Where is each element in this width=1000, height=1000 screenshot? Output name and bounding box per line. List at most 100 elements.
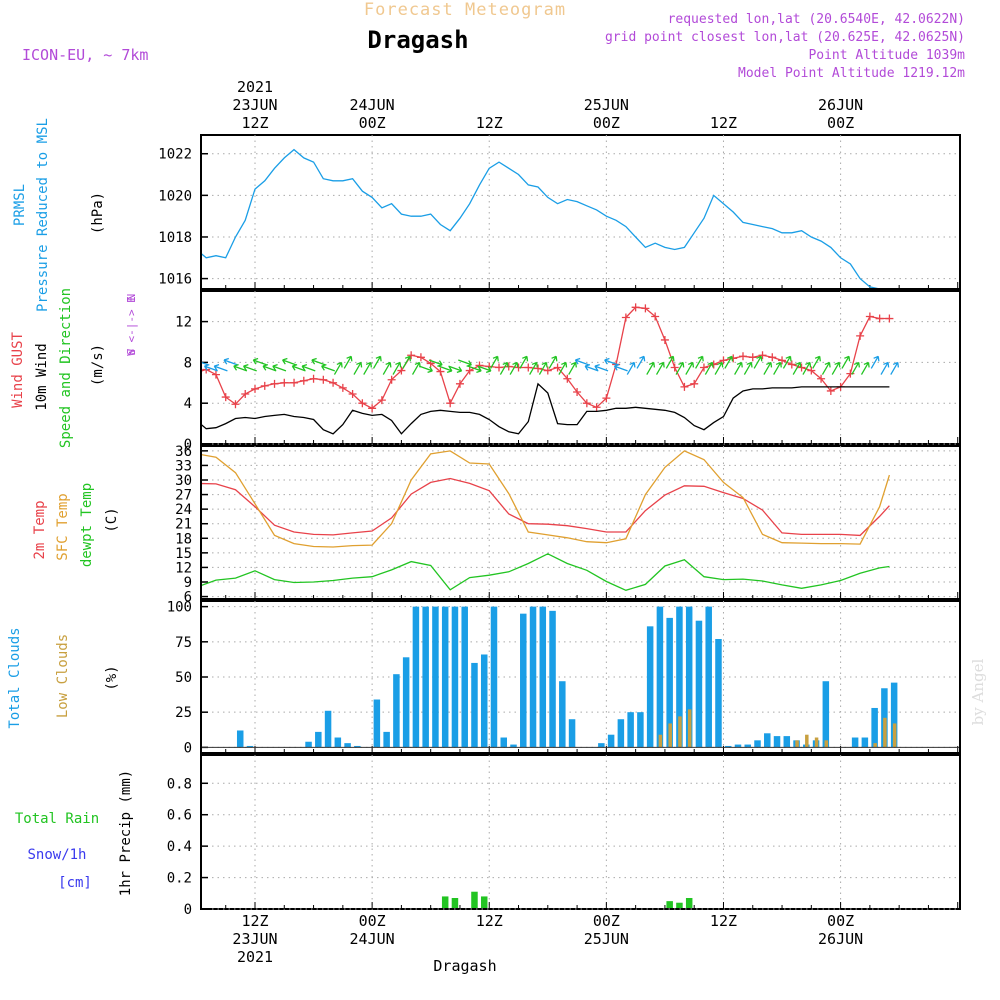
wind-direction-arrow — [418, 365, 433, 373]
wind-direction-arrow — [704, 361, 714, 375]
rain-bar — [666, 901, 673, 908]
wind-direction-arrow — [202, 357, 209, 366]
bottom-time-label: 23JUN — [232, 930, 277, 948]
arrow-shape — [870, 355, 880, 369]
gust-point-marker — [699, 363, 708, 372]
wind-direction-arrow — [242, 364, 257, 372]
panel-precip: 0 0.2 0.4 0.6 0.8 — [167, 754, 961, 918]
wind-direction-arrow — [626, 361, 636, 375]
gust-point-marker — [524, 363, 533, 372]
wind-direction-arrow — [343, 355, 353, 369]
total-cloud-bar — [305, 741, 312, 748]
arrow-shape — [538, 361, 548, 375]
top-time-label: 25JUN — [584, 96, 629, 114]
ytick-label: 0 — [184, 437, 192, 453]
wind-direction-label: Speed and Direction — [58, 288, 74, 448]
arrow-shape — [282, 357, 296, 366]
arrow-shape — [467, 365, 482, 373]
gust-point-marker — [329, 378, 338, 387]
arrow-shape — [841, 355, 851, 369]
rain-bar — [441, 896, 449, 908]
bottom-time-label: 25JUN — [584, 930, 629, 948]
model-altitude: Model Point Altitude 1219.12m — [738, 66, 965, 81]
ytick-label: 27 — [175, 488, 192, 504]
total-cloud-bar — [715, 639, 722, 748]
gust-point-marker — [651, 312, 660, 321]
arrow-shape — [734, 361, 743, 375]
ytick-label: 21 — [175, 517, 192, 533]
ytick-label: 4 — [184, 396, 192, 412]
ytick-label: 25 — [175, 705, 192, 721]
arrow-shape — [568, 361, 577, 375]
bottom-time-label: 24JUN — [350, 930, 395, 948]
arrow-shape — [763, 361, 773, 375]
series-line-pressure — [202, 148, 879, 288]
gust-point-marker — [387, 375, 396, 384]
arrow-shape — [665, 355, 675, 369]
compass-west-east: W <-|-> E — [125, 296, 138, 356]
wind-direction-arrow — [402, 355, 412, 369]
wind-direction-arrow — [438, 365, 453, 373]
total-cloud-bar — [773, 736, 781, 748]
total-cloud-bar — [637, 712, 644, 748]
total-cloud-bar — [315, 731, 322, 748]
wind-direction-arrow — [477, 365, 492, 373]
temp-2m-label: 2m Temp — [32, 500, 48, 559]
total-cloud-bar — [510, 744, 517, 748]
total-cloud-bar — [529, 606, 537, 748]
arrow-shape — [821, 361, 831, 375]
total-cloud-bar — [432, 606, 439, 748]
gust-point-marker — [719, 356, 728, 365]
panel-marks — [202, 606, 959, 748]
low-cloud-bar — [805, 734, 809, 748]
total-cloud-bar — [656, 606, 664, 748]
wind-direction-arrow — [773, 361, 782, 375]
low-cloud-bar — [668, 723, 672, 748]
total-cloud-bar — [627, 712, 634, 748]
wind-direction-arrow — [782, 355, 792, 369]
low-cloud-bar — [883, 717, 887, 748]
arrow-shape — [155, 363, 170, 373]
wind-direction-arrow — [353, 361, 363, 375]
precip-legend-2: [cm] — [58, 875, 92, 891]
point-altitude: Point Altitude 1039m — [808, 48, 965, 63]
wind-direction-arrow — [155, 363, 170, 373]
ytick-label: 0 — [184, 902, 192, 918]
wind-direction-arrow — [272, 364, 287, 372]
ytick-label: 1020 — [158, 188, 192, 204]
requested-location: requested lon,lat (20.6540E, 42.0622N) — [668, 12, 965, 27]
total-cloud-bar — [412, 606, 420, 748]
wind-direction-arrow — [262, 364, 277, 372]
total-cloud-bar — [471, 662, 478, 748]
wind-direction-arrow — [490, 355, 499, 369]
gust-point-marker — [748, 353, 757, 362]
rain-bar — [471, 891, 478, 908]
series-line-dewpt-temp — [202, 553, 890, 591]
panel-frame — [200, 754, 961, 910]
total-cloud-bar — [393, 674, 400, 748]
model-label: ICON-EU, ~ 7km — [22, 46, 148, 64]
arrow-shape — [685, 361, 695, 375]
total-cloud-bar — [764, 733, 771, 748]
gust-point-marker — [690, 379, 699, 388]
precip-legend-0: Total Rain — [15, 811, 99, 827]
wind-direction-arrow — [538, 361, 548, 375]
arrow-shape — [782, 355, 792, 369]
arrow-shape — [272, 364, 287, 372]
arrow-shape — [584, 364, 599, 372]
gust-point-marker — [885, 314, 894, 323]
ytick-label: 12 — [175, 560, 192, 576]
top-time-label: 00Z — [359, 114, 386, 132]
gust-point-marker — [573, 387, 582, 396]
gust-point-marker — [807, 366, 816, 375]
total-cloud-bar — [334, 737, 342, 748]
gust-point-marker — [290, 378, 299, 387]
total-cloud-bar — [246, 745, 254, 748]
arrow-shape — [646, 361, 656, 375]
ytick-label: 15 — [175, 546, 192, 562]
wind-gust-label: Wind GUST — [10, 332, 26, 408]
ytick-label: 24 — [175, 502, 192, 518]
arrow-shape — [529, 361, 538, 375]
arrow-shape — [880, 361, 890, 375]
ytick-label: 12 — [175, 315, 192, 331]
